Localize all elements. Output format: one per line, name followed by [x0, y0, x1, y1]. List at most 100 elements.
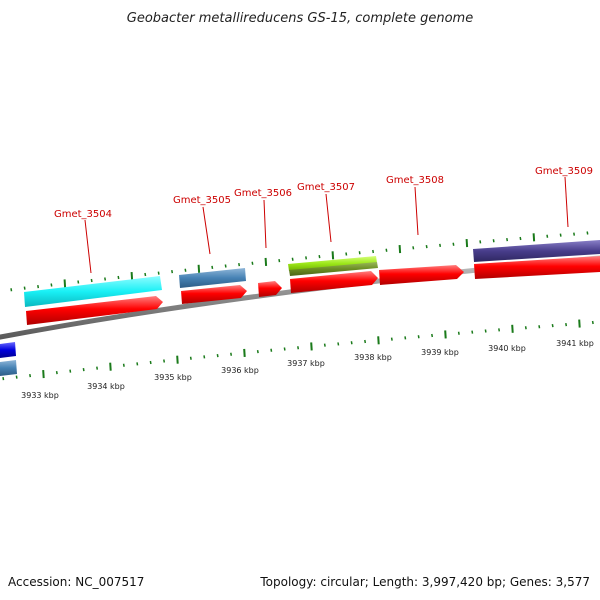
inner-major-tick [511, 324, 514, 333]
inner-minor-tick [591, 320, 594, 325]
gene-label-gmet-3507: Gmet_3507 [297, 182, 355, 193]
inner-major-tick [176, 355, 179, 364]
feature-block-blue[interactable] [0, 342, 16, 358]
gene-label-gmet-3506: Gmet_3506 [234, 188, 292, 199]
outer-minor-tick [238, 263, 241, 267]
outer-minor-tick [492, 239, 495, 243]
outer-minor-tick [157, 271, 160, 275]
scale-label-3936-kbp: 3936 kbp [221, 366, 259, 375]
scale-label-3935-kbp: 3935 kbp [154, 373, 192, 382]
scale-label-3941-kbp: 3941 kbp [556, 339, 594, 348]
inner-minor-tick [551, 324, 554, 328]
inner-minor-tick [163, 359, 166, 363]
inner-minor-tick [256, 349, 259, 354]
cds-arrow-gmet-3505[interactable] [181, 285, 247, 304]
outer-minor-tick [37, 284, 40, 289]
cds-arrow-gmet-3508[interactable] [379, 265, 464, 285]
outer-major-tick [264, 257, 268, 266]
outer-minor-tick [23, 286, 26, 290]
outer-minor-tick [77, 280, 80, 284]
outer-minor-tick [10, 288, 13, 292]
topology-summary-text: Topology: circular; Length: 3,997,420 bp… [259, 575, 590, 589]
inner-minor-tick [565, 322, 568, 327]
feature-block-lime[interactable] [288, 256, 377, 271]
inner-minor-tick [149, 360, 152, 365]
scale-label-3938-kbp: 3938 kbp [354, 353, 392, 362]
outer-minor-tick [345, 252, 348, 256]
outer-major-tick [331, 251, 335, 260]
inner-major-tick [578, 319, 581, 328]
outer-major-tick [465, 238, 469, 248]
outer-minor-tick [50, 283, 53, 287]
outer-minor-tick [305, 256, 308, 260]
gene-label-gmet-3508: Gmet_3508 [386, 175, 444, 186]
gene-feature-left-edge[interactable] [0, 342, 17, 376]
inner-minor-tick [122, 363, 125, 367]
outer-major-tick [63, 279, 67, 288]
outer-minor-tick [144, 272, 147, 277]
outer-minor-tick [586, 231, 589, 235]
gene-label-leaders [84, 176, 569, 274]
feature-block-cyan[interactable] [24, 276, 162, 307]
feature-block-purple[interactable] [473, 240, 600, 262]
inner-minor-tick [364, 339, 367, 344]
inner-minor-tick [189, 356, 192, 360]
outer-minor-tick [211, 265, 214, 270]
outer-minor-tick [171, 270, 174, 274]
inner-minor-tick [404, 336, 407, 340]
inner-tick-track [2, 319, 594, 381]
outer-minor-tick [573, 232, 576, 236]
inner-minor-tick [2, 377, 5, 381]
inner-minor-tick [484, 329, 487, 333]
feature-block-steel[interactable] [179, 268, 246, 288]
cds-arrow-gmet-3504[interactable] [26, 296, 163, 325]
outer-minor-tick [90, 278, 93, 283]
feature-block-steel-edge[interactable] [0, 360, 17, 376]
cds-arrow-gmet-3509[interactable] [474, 256, 600, 279]
inner-minor-tick [69, 369, 72, 373]
inner-major-tick [109, 362, 112, 371]
inner-major-tick [42, 370, 45, 379]
outer-minor-tick [224, 264, 227, 268]
outer-major-tick [398, 244, 402, 254]
outer-minor-tick [104, 277, 107, 281]
inner-minor-tick [15, 375, 18, 379]
outer-minor-tick [519, 236, 522, 241]
inner-minor-tick [96, 366, 99, 370]
cds-arrow-gmet-3507[interactable] [290, 271, 378, 293]
gene-feature-gmet-3505[interactable] [179, 268, 246, 288]
outer-minor-tick [184, 268, 187, 272]
outer-minor-tick [425, 244, 428, 249]
scale-label-3937-kbp: 3937 kbp [287, 359, 325, 368]
inner-minor-tick [136, 362, 139, 366]
inner-major-tick [310, 342, 313, 351]
outer-minor-tick [372, 249, 375, 254]
gene-feature-gmet-3507[interactable] [288, 256, 378, 276]
outer-minor-tick [439, 243, 442, 248]
scale-label-3934-kbp: 3934 kbp [87, 382, 125, 391]
outer-minor-tick [318, 255, 321, 259]
feature-block-olive[interactable] [289, 262, 378, 276]
cds-arrow-gmet-3506[interactable] [258, 281, 282, 297]
inner-major-tick [377, 336, 380, 345]
inner-minor-tick [390, 337, 393, 341]
gene-feature-gmet-3509[interactable] [473, 240, 600, 262]
outer-major-tick [197, 264, 201, 273]
inner-minor-tick [203, 355, 206, 359]
gene-feature-gmet-3504[interactable] [24, 276, 162, 307]
outer-minor-tick [546, 234, 549, 238]
outer-minor-tick [278, 258, 281, 263]
outer-major-tick [532, 233, 536, 242]
inner-major-tick [444, 330, 447, 339]
inner-minor-tick [457, 331, 460, 335]
outer-minor-tick [385, 248, 388, 252]
scale-label-3933-kbp: 3933 kbp [21, 391, 59, 400]
outer-minor-tick [358, 251, 361, 255]
leader-gmet-3509 [564, 176, 569, 228]
inner-minor-tick [82, 368, 85, 372]
map-title: Geobacter metallireducens GS-15, complet… [127, 11, 473, 26]
outer-minor-tick [412, 246, 415, 250]
inner-minor-tick [297, 346, 300, 350]
